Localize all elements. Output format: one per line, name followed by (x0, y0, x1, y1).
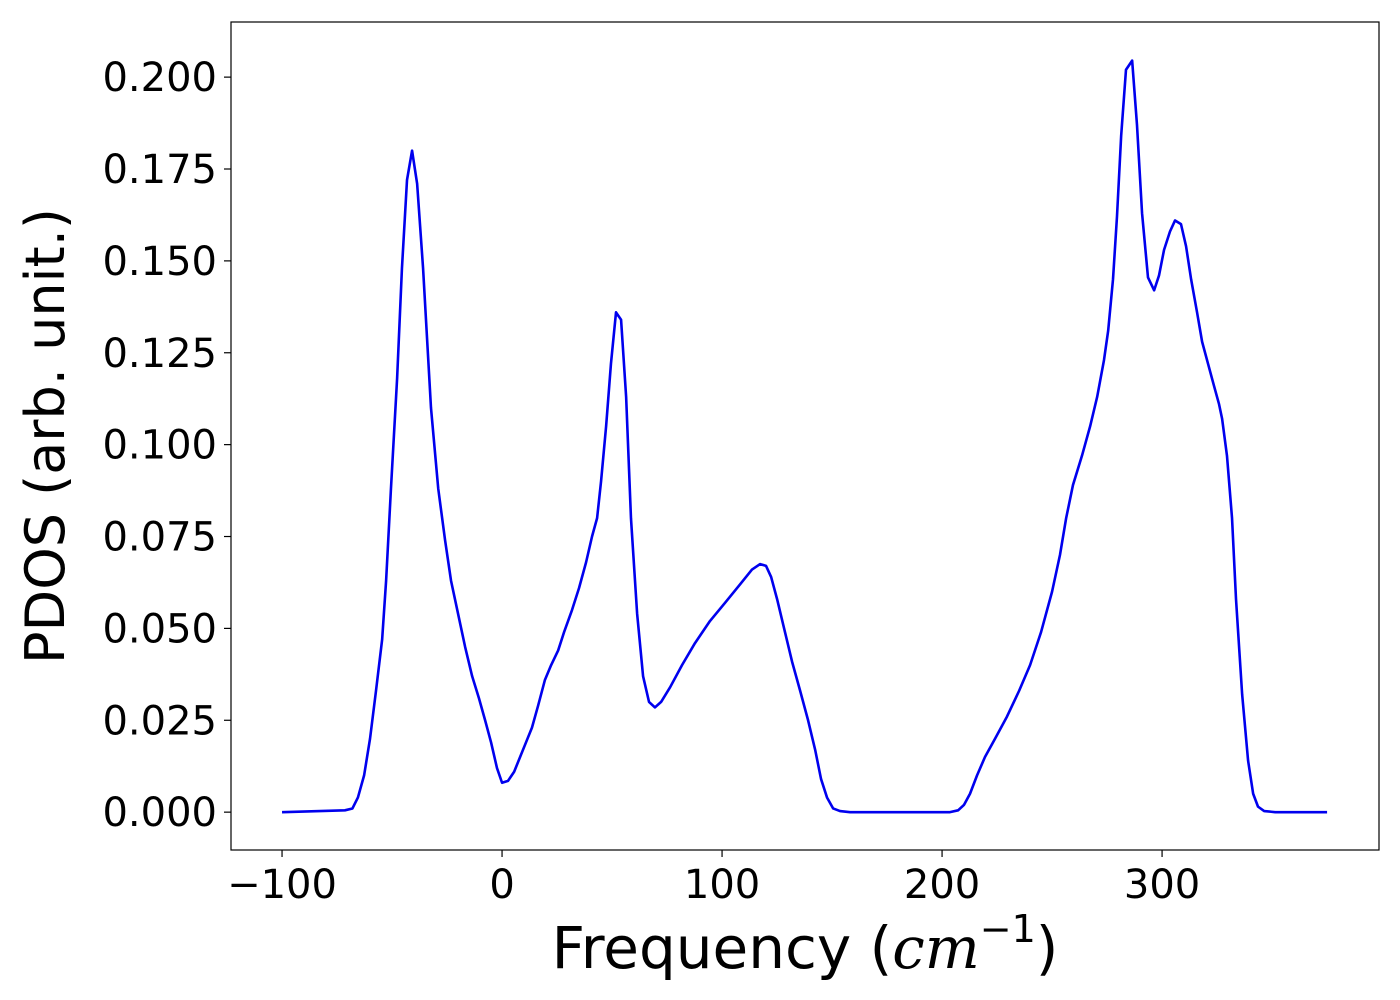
x-tick-label: −100 (227, 862, 337, 908)
x-tick-label: 200 (904, 862, 980, 908)
y-tick-label: 0.200 (102, 55, 217, 101)
x-label-unit: cm (892, 914, 979, 982)
plot-frame (230, 21, 1380, 851)
x-label-text: Frequency ( (552, 914, 893, 982)
x-axis-label: Frequency (cm−1) (552, 907, 1059, 982)
pdos-line (282, 59, 1328, 814)
x-tick-label: 100 (684, 862, 760, 908)
x-tick-label: 0 (489, 862, 514, 908)
y-tick-label: 0.075 (102, 515, 217, 561)
y-tick-label: 0.175 (102, 147, 217, 193)
y-tick-label: 0.025 (102, 698, 217, 744)
y-tick-label: 0.150 (102, 239, 217, 285)
y-tick-label: 0.125 (102, 331, 217, 377)
x-tick-label: 300 (1124, 862, 1200, 908)
x-label-close: ) (1036, 914, 1059, 982)
y-axis-label: PDOS (arb. unit.) (14, 208, 77, 664)
x-label-exponent: −1 (980, 907, 1036, 951)
y-tick-label: 0.050 (102, 606, 217, 652)
y-tick-label: 0.100 (102, 423, 217, 469)
y-tick-label: 0.000 (102, 790, 217, 836)
